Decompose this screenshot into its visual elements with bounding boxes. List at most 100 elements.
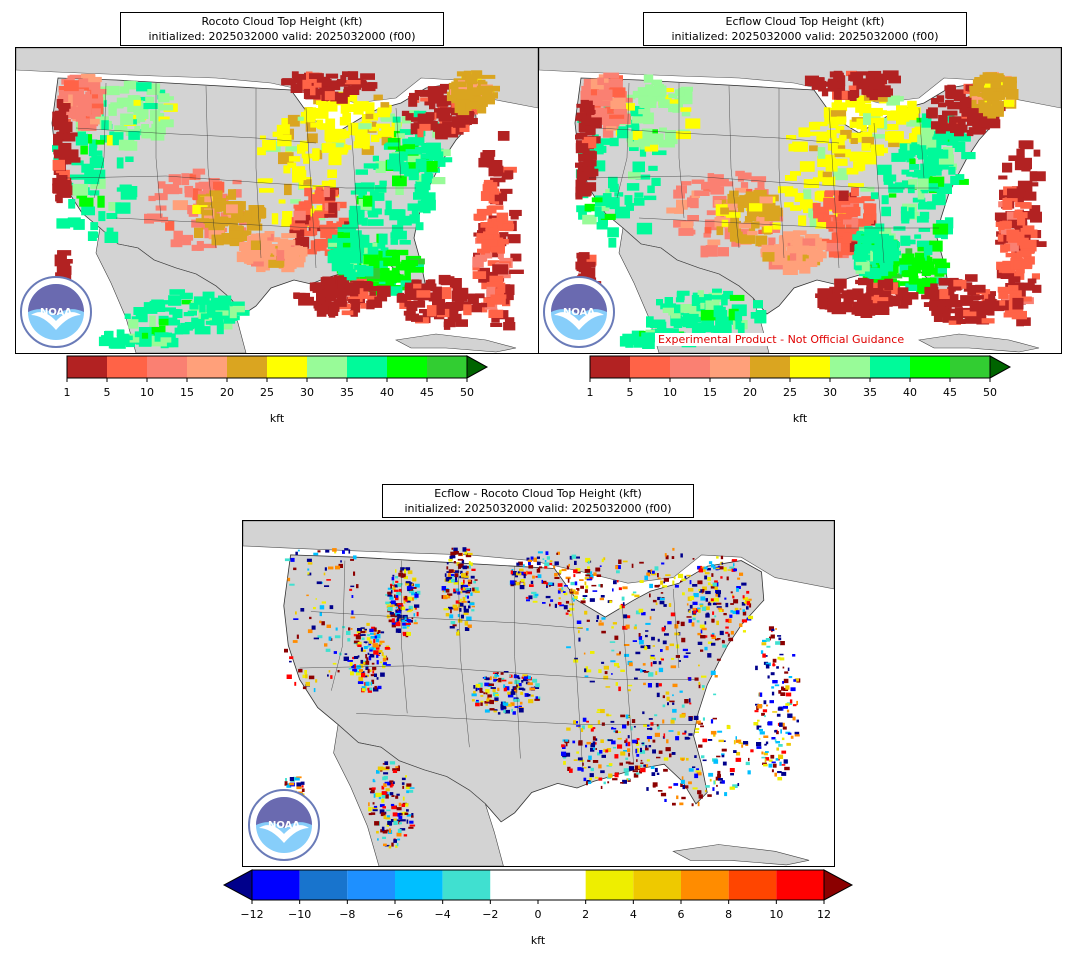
cloud-cell (704, 219, 717, 231)
diff-cell (592, 736, 596, 741)
diff-cell (453, 547, 458, 552)
diff-cell (646, 572, 651, 577)
cloud-cell (309, 85, 316, 96)
diff-cell (682, 648, 688, 652)
cloud-cell (938, 102, 947, 108)
diff-cell (463, 612, 469, 615)
cloud-cell (367, 208, 382, 215)
diff-cell (696, 720, 701, 724)
diff-cell (702, 685, 704, 691)
cloud-cell (837, 213, 853, 223)
cloud-cell (609, 197, 620, 210)
cloud-cell (441, 287, 452, 299)
cloud-cell (63, 80, 79, 92)
cloud-cell (250, 233, 266, 242)
diff-cell (564, 585, 568, 587)
cloud-cell (492, 264, 509, 275)
diff-cell (544, 566, 548, 569)
diff-cell (587, 724, 593, 729)
cloud-cell (285, 146, 300, 152)
cloud-cell (651, 79, 663, 86)
cloud-cell (168, 295, 182, 306)
cloud-cell (75, 106, 88, 117)
diff-cell (590, 742, 595, 748)
cloud-cell (77, 120, 92, 131)
cloud-cell (868, 71, 881, 77)
diff-cell (607, 739, 613, 742)
map-canvas: NOAA (243, 521, 834, 866)
cloud-cell (490, 322, 503, 327)
diff-cell (640, 759, 643, 762)
diff-cell (666, 739, 669, 744)
colorbar-tick-label: 35 (340, 386, 354, 399)
cloud-cell (370, 134, 380, 143)
cloud-cell (404, 269, 411, 281)
diff-cell (672, 580, 675, 585)
cloud-cell (191, 244, 202, 251)
cloud-cell (358, 237, 367, 246)
map-canvas: NOAA (539, 48, 1061, 353)
diff-cell (406, 610, 412, 613)
diff-cell (397, 813, 401, 817)
diff-cell (573, 759, 578, 761)
cloud-cell (825, 243, 841, 252)
diff-cell (478, 682, 483, 687)
cloud-cell (872, 245, 888, 252)
diff-cell (384, 844, 390, 847)
cloud-cell (740, 234, 756, 244)
diff-cell (443, 595, 448, 600)
diff-cell (641, 670, 647, 672)
cloud-cell (640, 96, 657, 108)
diff-cell (350, 585, 355, 588)
cloud-cell (352, 243, 363, 252)
cloud-cell (154, 332, 168, 342)
diff-cell (604, 671, 608, 675)
diff-cell (465, 572, 468, 577)
cloud-cell (790, 171, 801, 176)
cloud-cell (909, 133, 923, 144)
diff-cell (412, 578, 416, 582)
diff-cell (448, 606, 454, 610)
cloud-cell (128, 333, 140, 343)
diff-cell (367, 645, 370, 648)
cloud-cell (136, 82, 152, 92)
cloud-cell (56, 193, 63, 204)
diff-cell (366, 637, 371, 641)
cloud-cell (480, 222, 494, 228)
cloud-cell (401, 110, 410, 116)
diff-cell (620, 714, 626, 718)
cloud-cell (895, 287, 909, 295)
cloud-cell (392, 175, 407, 187)
cloud-cell (805, 258, 818, 267)
diff-cell (358, 632, 361, 635)
diff-cell (500, 706, 506, 710)
cloud-cell (324, 226, 336, 238)
diff-cell (679, 802, 684, 806)
diff-cell (366, 657, 369, 662)
diff-cell (539, 566, 543, 569)
cloud-cell (660, 303, 677, 310)
cloud-cell (720, 316, 733, 325)
cloud-cell (438, 115, 452, 122)
diff-cell (534, 686, 540, 689)
cloud-cell (718, 178, 729, 187)
cloud-cell (1015, 268, 1025, 274)
cloud-cell (578, 268, 588, 273)
diff-cell (640, 645, 646, 649)
cloud-cell (728, 308, 739, 321)
cloud-cell (284, 247, 300, 259)
cloud-cell (195, 218, 210, 223)
cloud-cell (939, 220, 950, 225)
diff-cell (383, 772, 389, 775)
diff-cell (704, 606, 710, 611)
cloud-cell (1020, 140, 1034, 150)
cloud-cell (754, 313, 767, 324)
cloud-cell (160, 119, 174, 128)
cloud-cell (809, 131, 817, 136)
diff-cell (625, 714, 629, 719)
diff-cell (369, 648, 373, 652)
diff-cell (403, 597, 408, 602)
diff-cell (463, 584, 469, 588)
diff-cell (635, 748, 638, 754)
cloud-cell (967, 107, 982, 120)
